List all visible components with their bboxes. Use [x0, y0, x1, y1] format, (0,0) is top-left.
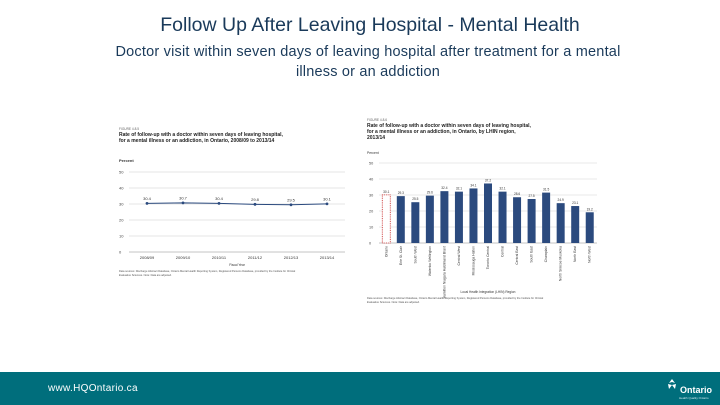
chart2-value-label: 32.4	[441, 186, 447, 190]
ontario-logo: Ontario Health Quality Ontario	[662, 374, 712, 404]
bar-chart-figure: FIGURE 4.8.6 Rate of follow-up with a doc…	[365, 115, 601, 310]
chart2-value-label: 24.9	[558, 198, 564, 202]
chart2-xtick-label: South East	[530, 246, 534, 263]
chart2-xtick-label: Central West	[457, 246, 461, 266]
ontario-logo-text: Ontario	[680, 385, 713, 395]
chart2-value-label: 34.1	[470, 183, 476, 187]
chart2-value-label: 29.3	[398, 191, 404, 195]
chart1-ytick-label: 30	[119, 202, 124, 207]
chart2-xtick-label: Central	[501, 246, 505, 257]
footer-bar: www.HQOntario.ca Ontario Health Quality …	[0, 372, 720, 405]
chart1-xtick-label: 2012/13	[284, 255, 299, 260]
chart1-value-label: 30.1	[323, 196, 332, 201]
chart1-source: Data sources: Discharge Abstract Databas…	[119, 269, 296, 277]
chart2-xtick-label: South West	[413, 246, 417, 264]
chart2-bar	[542, 192, 551, 243]
chart1-xtick-label: 2009/10	[176, 255, 191, 260]
chart2-xlabel: Local Health Integration (LHIN) Region	[461, 290, 516, 294]
chart1-series-line	[146, 202, 328, 206]
chart2-value-label: 19.2	[587, 207, 593, 211]
chart2-xtick-label: Ontario	[384, 246, 388, 257]
chart1-value-label: 30.7	[179, 195, 188, 200]
chart2-xtick-label: Hamilton Niagara Haldimand Brant	[442, 246, 446, 298]
chart1-value-label: 29.8	[251, 197, 260, 202]
slide-subtitle: Doctor visit within seven days of leavin…	[115, 44, 621, 80]
chart2-value-label: 32.1	[499, 187, 505, 191]
chart1-value-label: 30.4	[215, 196, 224, 201]
chart1-point	[253, 202, 257, 206]
chart1-title: Rate of follow-up with a doctor within s…	[119, 132, 284, 144]
chart1-ytick-label: 50	[119, 170, 124, 175]
chart2-ytick-label: 0	[369, 242, 371, 246]
chart1-ytick-label: 10	[119, 234, 124, 239]
chart1-ylabel: Percent	[119, 158, 134, 163]
chart2-bar	[396, 196, 405, 243]
chart2-value-label: 32.1	[456, 187, 462, 191]
chart2-ylabel: Percent	[367, 151, 379, 155]
trillium-icon	[668, 379, 676, 389]
chart1-ytick-label: 0	[119, 250, 122, 255]
chart2-bar	[454, 191, 463, 243]
chart2-xtick-label: Toronto Central	[486, 246, 490, 269]
chart2-value-label: 37.2	[485, 178, 491, 182]
chart2-bar	[425, 195, 434, 243]
chart2-xtick-label: North East	[573, 246, 577, 262]
chart1-point	[181, 201, 185, 205]
slide-title: Follow Up After Leaving Hospital - Menta…	[160, 14, 580, 36]
chart2-bar	[469, 188, 478, 243]
chart2-bar	[527, 199, 536, 243]
ontario-logo-subtext: Health Quality Ontario	[679, 396, 709, 400]
chart2-xtick-label: Champlain	[544, 246, 548, 262]
chart2-bar	[571, 206, 580, 243]
chart2-ytick-label: 50	[369, 162, 373, 166]
chart2-ytick-label: 10	[369, 226, 373, 230]
chart1-xtick-label: 2013/14	[320, 255, 335, 260]
chart1-xtick-label: 2008/09	[140, 255, 155, 260]
chart2-ytick-label: 40	[369, 178, 373, 182]
chart2-value-label: 30.1	[383, 190, 389, 194]
chart2-xtick-label: North Simcoe Muskoka	[559, 246, 563, 281]
chart2-xtick-label: Waterloo Wellington	[428, 246, 432, 276]
chart2-bar	[484, 183, 492, 243]
chart2-bar	[556, 203, 565, 243]
chart2-bar	[498, 191, 507, 243]
chart2-ytick-label: 20	[369, 210, 373, 214]
chart1-xtick-label: 2010/11	[212, 255, 227, 260]
chart2-value-label: 29.6	[427, 191, 433, 195]
chart2-value-label: 28.6	[514, 192, 520, 196]
chart2-ytick-label: 30	[369, 194, 373, 198]
chart1-point	[325, 202, 329, 206]
line-chart-figure: FIGURE 4.8.5 Rate of follow-up with a doc…	[117, 120, 350, 288]
chart2-bar-ontario	[381, 194, 391, 244]
chart2-xtick-label: Central East	[515, 246, 519, 265]
chart2-value-label: 25.5	[412, 197, 418, 201]
chart2-title: Rate of follow-up with a doctor within s…	[367, 123, 532, 141]
chart1-value-label: 30.4	[143, 196, 152, 201]
chart1-ytick-label: 40	[119, 186, 124, 191]
chart2-bar	[513, 197, 522, 243]
chart2-xtick-label: Mississauga Halton	[471, 246, 475, 276]
chart2-value-label: 31.5	[543, 188, 549, 192]
chart2-xtick-label: Erie St. Clair	[399, 245, 403, 265]
chart1-ytick-label: 20	[119, 218, 124, 223]
chart1-point	[289, 203, 293, 207]
chart2-value-label: 27.5	[528, 194, 534, 198]
chart2-bar	[440, 191, 449, 243]
chart1-point	[217, 201, 221, 205]
chart2-figure-label: FIGURE 4.8.6	[367, 118, 387, 122]
chart2-bar	[411, 202, 420, 243]
chart1-xtick-label: 2011/12	[248, 255, 263, 260]
chart1-value-label: 29.5	[287, 197, 296, 202]
chart2-source: Data sources: Discharge Abstract Databas…	[367, 296, 544, 304]
footer-url[interactable]: www.HQOntario.ca	[48, 383, 138, 394]
chart1-figure-label: FIGURE 4.8.5	[119, 127, 139, 131]
chart2-value-label: 23.1	[572, 201, 578, 205]
chart1-point	[145, 201, 149, 205]
chart2-xtick-label: North West	[588, 246, 592, 263]
chart1-xlabel: Fiscal Year	[229, 263, 246, 267]
chart2-bar	[585, 212, 594, 243]
